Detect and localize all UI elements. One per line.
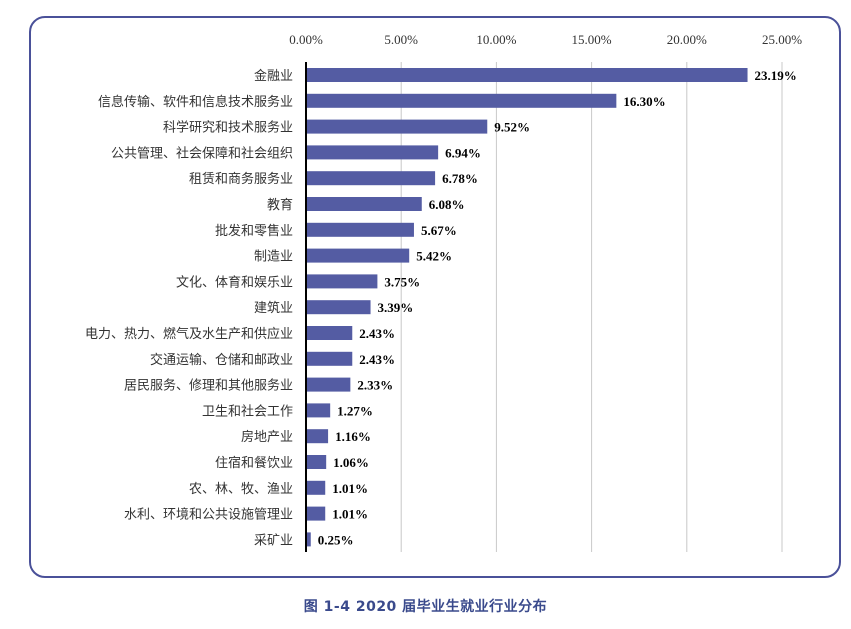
bar: [306, 145, 439, 160]
value-label: 3.39%: [378, 300, 414, 315]
value-label: 2.33%: [357, 378, 393, 393]
category-label: 卫生和社会工作: [202, 403, 293, 419]
value-label: 1.01%: [332, 481, 368, 496]
category-label: 信息传输、软件和信息技术服务业: [98, 94, 293, 110]
bar: [306, 248, 410, 263]
category-label: 居民服务、修理和其他服务业: [124, 378, 293, 394]
value-label: 3.75%: [384, 274, 420, 289]
x-tick-label: 25.00%: [762, 32, 802, 47]
bar: [306, 197, 422, 211]
category-label: 教育: [267, 197, 293, 213]
bar: [306, 93, 617, 108]
bar: [306, 429, 329, 444]
category-label: 公共管理、社会保障和社会组织: [111, 145, 293, 161]
value-label: 5.67%: [421, 223, 457, 238]
value-label: 0.25%: [318, 532, 354, 547]
bar: [306, 222, 414, 237]
category-label: 采矿业: [254, 533, 293, 548]
x-tick-label: 15.00%: [572, 32, 612, 47]
category-label: 住宿和餐饮业: [215, 455, 293, 471]
bar: [306, 68, 748, 82]
bar: [306, 377, 351, 392]
bar: [306, 455, 327, 469]
x-tick-label: 0.00%: [289, 32, 323, 47]
bar: [306, 351, 353, 366]
category-label: 金融业: [254, 68, 293, 84]
category-label: 房地产业: [241, 429, 293, 445]
bar: [306, 326, 353, 340]
category-label: 科学研究和技术服务业: [163, 120, 293, 136]
category-label: 建筑业: [254, 300, 293, 316]
value-label: 6.78%: [442, 171, 478, 186]
value-label: 6.94%: [445, 145, 481, 160]
bar: [306, 532, 311, 547]
value-label: 6.08%: [429, 197, 465, 212]
category-label: 农、林、牧、渔业: [189, 482, 293, 497]
category-label: 租赁和商务服务业: [189, 171, 293, 187]
value-label: 1.16%: [335, 429, 371, 444]
value-label: 1.01%: [332, 507, 368, 522]
value-label: 1.27%: [337, 403, 373, 418]
value-label: 9.52%: [494, 120, 530, 135]
bar: [306, 506, 326, 521]
chart-frame: [29, 16, 841, 578]
x-tick-label: 5.00%: [384, 32, 418, 47]
value-label: 1.06%: [333, 455, 369, 470]
value-label: 2.43%: [359, 326, 395, 341]
value-label: 23.19%: [755, 68, 797, 83]
value-label: 5.42%: [416, 249, 452, 264]
category-label: 批发和零售业: [215, 223, 293, 239]
figure-caption: 图 1-4 2020 届毕业生就业行业分布: [303, 599, 548, 615]
bar: [306, 119, 488, 134]
bar: [306, 480, 326, 495]
category-label: 交通运输、仓储和邮政业: [150, 352, 293, 368]
x-tick-label: 20.00%: [667, 32, 707, 47]
bar: [306, 171, 436, 186]
bar: [306, 300, 371, 315]
category-label: 制造业: [254, 250, 293, 265]
category-label: 水利、环境和公共设施管理业: [124, 508, 293, 523]
category-label: 文化、体育和娱乐业: [176, 274, 293, 290]
category-label: 电力、热力、燃气及水生产和供应业: [85, 326, 293, 342]
value-label: 2.43%: [359, 352, 395, 367]
bar: [306, 403, 331, 418]
bar: [306, 274, 378, 289]
x-tick-label: 10.00%: [476, 32, 516, 47]
value-label: 16.30%: [623, 94, 665, 109]
